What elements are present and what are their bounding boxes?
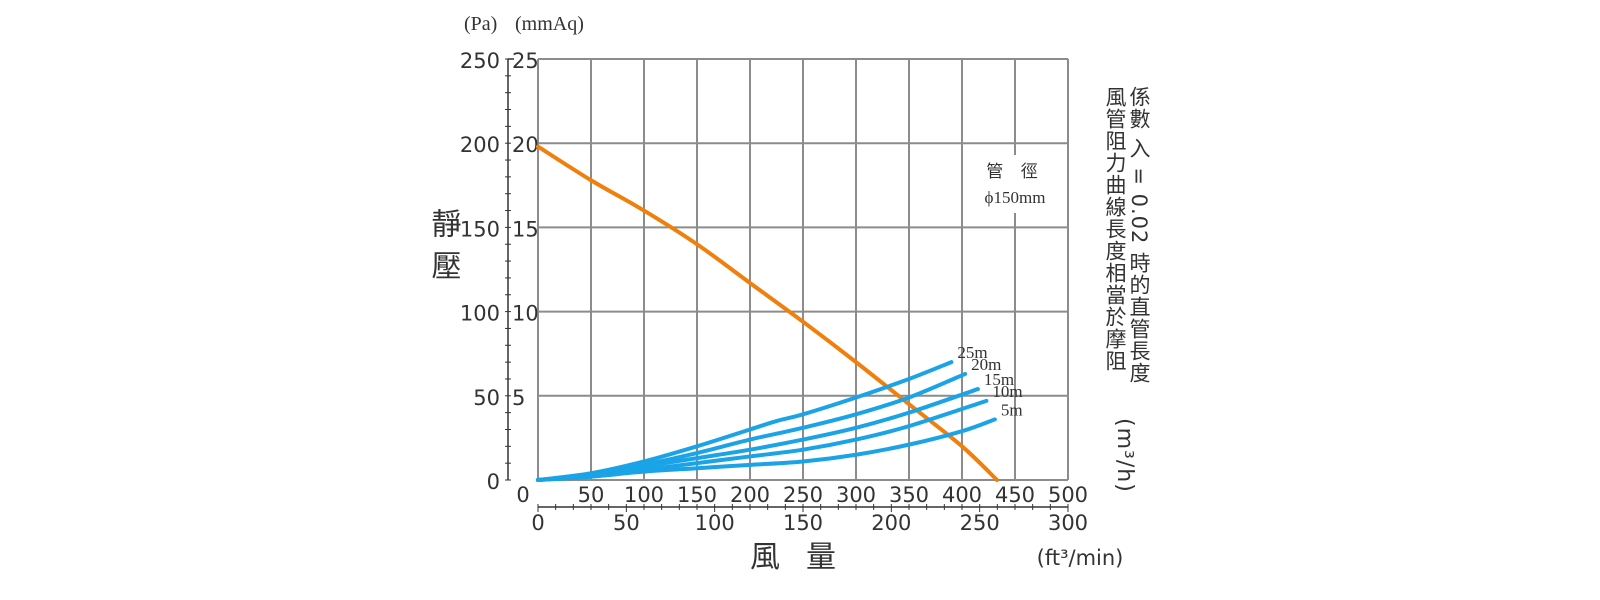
y-tick-label-pa: 250 bbox=[460, 49, 500, 73]
duct-curve-5m bbox=[536, 417, 997, 482]
y-unit-mmaq: (mmAq) bbox=[515, 13, 584, 35]
x-unit-secondary: (ft³/min) bbox=[1037, 546, 1124, 570]
x2-tick-label: 100 bbox=[695, 511, 735, 535]
annotation-background bbox=[968, 155, 1062, 213]
x-tick-label: 50 bbox=[578, 483, 605, 507]
series-label: 10m bbox=[992, 382, 1022, 401]
x-unit-primary: (m³/h) bbox=[1112, 418, 1137, 493]
y-unit-pa: (Pa) bbox=[464, 13, 497, 35]
x-tick-label: 400 bbox=[942, 483, 982, 507]
x2-tick-label: 150 bbox=[783, 511, 823, 535]
y-tick-label-mmaq: 15 bbox=[512, 217, 539, 241]
x-tick-label: 0 bbox=[516, 483, 529, 507]
x2-tick-label: 50 bbox=[613, 511, 640, 535]
x-tick-label: 100 bbox=[624, 483, 664, 507]
y-tick-label-pa: 100 bbox=[460, 302, 500, 326]
right-note-line-1: 風管阻力曲線長度相當於摩阻 bbox=[1103, 86, 1127, 372]
x-tick-label: 300 bbox=[836, 483, 876, 507]
series-label: 20m bbox=[971, 355, 1001, 374]
x-tick-label: 500 bbox=[1048, 483, 1088, 507]
x2-tick-label: 0 bbox=[531, 511, 544, 535]
right-note-line-2: 係數 入 = 0.02 時的直管長度 bbox=[1127, 86, 1151, 385]
series-label: 5m bbox=[1001, 400, 1023, 419]
y-tick-label-pa: 200 bbox=[460, 133, 500, 157]
x-tick-label: 450 bbox=[995, 483, 1035, 507]
y-tick-label-pa: 0 bbox=[487, 470, 500, 494]
x-axis-label: 風量 bbox=[750, 540, 862, 575]
y-axis-label: 靜壓 bbox=[426, 208, 462, 292]
duct-curve-15m bbox=[536, 387, 980, 482]
y-tick-label-pa: 150 bbox=[460, 217, 500, 241]
x-tick-label: 250 bbox=[783, 483, 823, 507]
series-label: 15m bbox=[984, 370, 1014, 389]
y-tick-label-mmaq: 5 bbox=[512, 386, 525, 410]
y-tick-label-pa: 50 bbox=[473, 386, 500, 410]
y-tick-label-mmaq: 10 bbox=[512, 302, 539, 326]
duct-curve-25m bbox=[536, 360, 954, 482]
x2-tick-label: 300 bbox=[1048, 511, 1088, 535]
x2-tick-label: 250 bbox=[960, 511, 1000, 535]
x-tick-label: 350 bbox=[889, 483, 929, 507]
y-tick-label-mmaq: 25 bbox=[512, 49, 539, 73]
x2-tick-label: 200 bbox=[871, 511, 911, 535]
x-tick-label: 200 bbox=[730, 483, 770, 507]
y-tick-label-mmaq: 20 bbox=[512, 133, 539, 157]
pipe-diameter-label: 管 徑 bbox=[986, 162, 1043, 182]
x-tick-label: 150 bbox=[677, 483, 717, 507]
fan-curve bbox=[536, 144, 999, 482]
series-label: 25m bbox=[957, 343, 987, 362]
pipe-diameter-value: ϕ150mm bbox=[985, 188, 1046, 207]
